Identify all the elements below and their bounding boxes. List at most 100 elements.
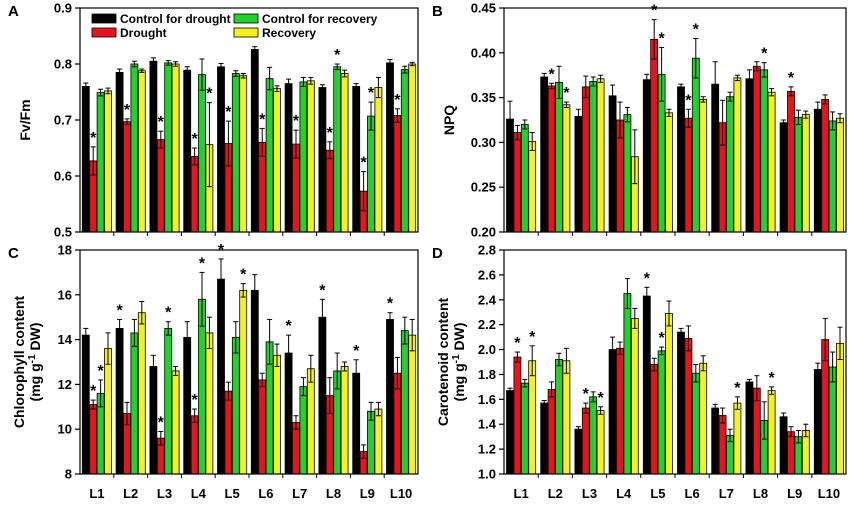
bar-a-l9-control-for-drought bbox=[352, 86, 361, 233]
significance-star-b-l6-control-for-recovery: * bbox=[693, 21, 700, 38]
bar-a-l6-control-for-recovery bbox=[265, 78, 274, 233]
bar-d-l5-recovery bbox=[665, 313, 673, 475]
significance-star-a-l5-drought: * bbox=[225, 104, 232, 121]
bar-a-l10-recovery bbox=[408, 63, 417, 233]
y-axis-title-d: Carotenoid content bbox=[435, 298, 451, 427]
y-axis-title-b: NPQ bbox=[441, 105, 457, 135]
significance-star-a-l2-drought: * bbox=[124, 102, 131, 119]
significance-star-b-l5-control-for-recovery: * bbox=[658, 30, 665, 47]
y-tick-label-c-4: 16 bbox=[58, 287, 72, 302]
bar-d-l9-control-for-drought bbox=[779, 416, 788, 475]
bar-d-l3-drought bbox=[581, 407, 590, 475]
bar-a-l8-control-for-drought bbox=[318, 87, 327, 233]
bar-b-l10-control-for-recovery bbox=[828, 120, 837, 233]
bar-b-l2-control-for-drought bbox=[540, 76, 549, 233]
bar-d-l6-control-for-drought bbox=[677, 331, 685, 475]
bar-d-l10-recovery bbox=[836, 342, 844, 475]
bar-d-l2-drought bbox=[547, 388, 556, 475]
significance-star-c-l4-drought: * bbox=[191, 392, 198, 409]
bar-a-l2-control-for-drought bbox=[115, 72, 124, 233]
bar-d-l8-recovery bbox=[767, 390, 776, 475]
significance-star-a-l8-control-for-recovery: * bbox=[334, 47, 341, 64]
significance-star-c-l3-control-for-recovery: * bbox=[165, 305, 172, 322]
bar-a-l4-drought bbox=[190, 155, 199, 233]
significance-star-d-l7-recovery: * bbox=[734, 380, 741, 397]
significance-star-c-l1-drought: * bbox=[90, 383, 97, 400]
bar-a-l1-recovery bbox=[104, 90, 112, 233]
bar-d-l4-drought bbox=[616, 347, 624, 475]
significance-star-c-l10-control-for-drought: * bbox=[387, 296, 394, 313]
bar-a-l10-drought bbox=[393, 115, 402, 233]
bar-d-l4-control-for-recovery bbox=[623, 293, 632, 475]
bar-d-l6-recovery bbox=[699, 362, 708, 475]
bar-a-l5-recovery bbox=[239, 75, 248, 233]
x-tick-label-d-l3: L3 bbox=[582, 486, 597, 501]
bar-a-l9-control-for-recovery bbox=[367, 115, 375, 233]
bar-b-l6-drought bbox=[684, 117, 693, 233]
legend-label-recovery: Recovery bbox=[262, 26, 316, 40]
x-tick-label-d-l5: L5 bbox=[650, 486, 665, 501]
bar-b-l3-control-for-drought bbox=[574, 116, 583, 233]
bar-d-l2-control-for-drought bbox=[540, 402, 549, 475]
significance-star-d-l5-control-for-recovery: * bbox=[658, 330, 665, 347]
bar-a-l3-control-for-recovery bbox=[164, 62, 173, 233]
bar-d-l3-recovery bbox=[596, 410, 605, 475]
bar-c-l7-recovery bbox=[306, 368, 315, 475]
bar-a-l5-control-for-drought bbox=[217, 66, 225, 233]
bar-a-l3-control-for-drought bbox=[149, 60, 158, 233]
bar-b-l8-control-for-recovery bbox=[760, 69, 769, 233]
bar-a-l6-recovery bbox=[273, 88, 281, 233]
bar-b-l8-control-for-drought bbox=[745, 78, 754, 233]
bar-c-l10-control-for-drought bbox=[386, 319, 394, 475]
significance-star-a-l8-drought: * bbox=[327, 125, 334, 142]
significance-star-b-l5-drought: * bbox=[651, 3, 658, 20]
significance-star-b-l6-drought: * bbox=[685, 92, 692, 109]
significance-star-c-l9-control-for-drought: * bbox=[353, 343, 360, 360]
bar-b-l1-control-for-recovery bbox=[520, 124, 529, 233]
bar-d-l7-drought bbox=[718, 415, 727, 475]
bar-a-l3-drought bbox=[156, 139, 165, 233]
bar-c-l7-drought bbox=[292, 422, 300, 475]
bar-b-l6-control-for-recovery bbox=[691, 57, 700, 233]
bar-b-l9-recovery bbox=[801, 114, 810, 233]
significance-star-c-l2-control-for-drought: * bbox=[116, 302, 123, 319]
significance-star-a-l7-drought: * bbox=[293, 113, 300, 130]
x-tick-label-c-l7: L7 bbox=[292, 486, 307, 501]
bar-a-l8-drought bbox=[325, 149, 334, 233]
bar-d-l1-control-for-drought bbox=[506, 390, 514, 475]
bar-c-l8-control-for-drought bbox=[318, 316, 327, 475]
bar-d-l9-drought bbox=[787, 431, 795, 475]
bar-a-l6-control-for-drought bbox=[250, 49, 259, 233]
bar-c-l8-recovery bbox=[340, 366, 349, 475]
legend-label-control-for-drought: Control for drought bbox=[120, 12, 231, 26]
y-tick-label-d-5: 2.0 bbox=[478, 342, 496, 357]
legend-swatch-control-for-recovery bbox=[233, 13, 259, 24]
bar-d-l4-recovery bbox=[630, 318, 639, 475]
y-tick-label-a-0: 0.5 bbox=[54, 225, 72, 240]
bar-a-l9-recovery bbox=[374, 87, 383, 233]
bar-b-l10-control-for-drought bbox=[813, 108, 822, 233]
significance-star-d-l8-recovery: * bbox=[768, 370, 775, 387]
panel-d: * * * * * * * * 1.0 1.2 1.4 1.6 1.8 2.0 2.2 2.4 2.6 2.8 L1… bbox=[432, 243, 847, 501]
x-tick-label-d-l1: L1 bbox=[514, 486, 529, 501]
x-tick-label-c-l10: L10 bbox=[390, 486, 412, 501]
bar-c-l3-recovery bbox=[171, 370, 180, 475]
y-tick-label-a-1: 0.6 bbox=[54, 169, 72, 184]
y-tick-label-d-9: 2.8 bbox=[478, 243, 496, 258]
x-tick-label-c-l2: L2 bbox=[123, 486, 138, 501]
bar-a-l8-control-for-recovery bbox=[333, 66, 342, 233]
legend-swatch-recovery bbox=[233, 27, 259, 38]
y-tick-label-c-5: 18 bbox=[58, 243, 72, 258]
y-tick-label-d-7: 2.4 bbox=[478, 292, 497, 307]
x-tick-label-d-l10: L10 bbox=[818, 486, 840, 501]
bar-b-l5-drought bbox=[650, 38, 659, 233]
panel-letter-d: D bbox=[432, 245, 443, 262]
bar-d-l2-control-for-recovery bbox=[555, 359, 563, 475]
bar-b-l1-recovery bbox=[528, 141, 537, 233]
bar-c-l4-control-for-drought bbox=[183, 336, 192, 475]
bar-b-l7-control-for-recovery bbox=[726, 96, 734, 233]
significance-star-a-l4-recovery: * bbox=[206, 86, 213, 103]
y-tick-label-b-0: 0.20 bbox=[471, 225, 496, 240]
x-tick-label-c-l6: L6 bbox=[258, 486, 273, 501]
